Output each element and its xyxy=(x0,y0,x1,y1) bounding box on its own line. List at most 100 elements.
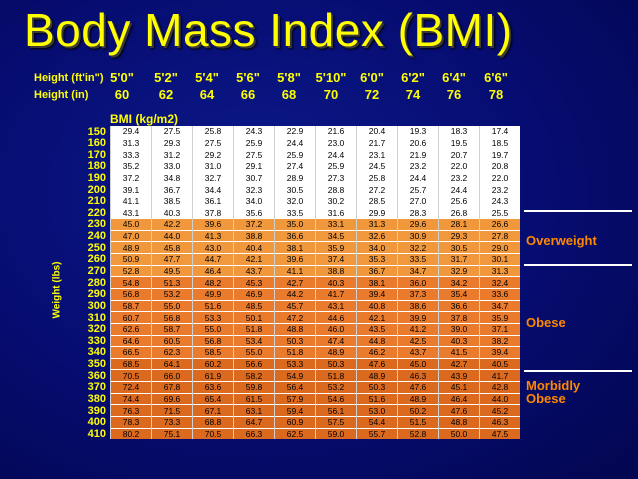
bmi-cell: 39.9 xyxy=(397,311,439,324)
bmi-cell: 50.0 xyxy=(438,427,480,440)
bmi-cell: 39.4 xyxy=(479,346,520,359)
bmi-cell: 56.1 xyxy=(315,404,357,417)
bmi-cell: 45.0 xyxy=(110,218,152,231)
table-row: 390 76.3 71.5 67.1 63.1 59.4 56.1 53.0 50.2 47.6 4… xyxy=(70,404,520,417)
bmi-cell: 31.3 xyxy=(479,264,520,277)
table-row: 270 52.8 49.5 46.4 43.7 41.1 38.8 36.7 34.7 32.9 3… xyxy=(70,264,520,277)
bmi-cell: 22.0 xyxy=(479,171,520,184)
bmi-cell: 57.5 xyxy=(315,416,357,429)
table-row: 410 80.2 75.1 70.5 66.3 62.5 59.0 55.7 52.8 50.0 4… xyxy=(70,427,520,440)
bmi-cell: 39.1 xyxy=(110,183,152,196)
bmi-cell: 58.7 xyxy=(110,299,152,312)
bmi-cell: 41.2 xyxy=(397,322,439,336)
bmi-cell: 54.6 xyxy=(315,392,357,405)
bmi-cell: 70.5 xyxy=(110,369,152,382)
bmi-cell: 54.8 xyxy=(110,276,152,289)
weight-cell: 230 xyxy=(87,218,106,231)
bmi-cell: 43.9 xyxy=(438,369,480,382)
bmi-cell: 27.0 xyxy=(397,194,439,207)
weight-cell: 160 xyxy=(87,136,106,149)
bmi-cell: 45.1 xyxy=(438,381,480,394)
weight-cell: 260 xyxy=(87,253,106,266)
bmi-cell: 41.7 xyxy=(315,287,357,301)
bmi-cell: 43.7 xyxy=(397,346,439,359)
bmi-cell: 46.3 xyxy=(479,416,520,429)
bmi-cell: 28.3 xyxy=(397,206,439,219)
bmi-cell: 24.4 xyxy=(438,183,480,196)
bmi-cell: 53.3 xyxy=(274,357,316,370)
table-row: 150 29.4 27.5 25.8 24.3 22.9 21.6 20.4 19.3 18.3 1… xyxy=(70,126,520,138)
height-ft-header: 5'6" xyxy=(236,70,260,85)
bmi-cell: 55.7 xyxy=(356,427,398,440)
bmi-cell: 60.5 xyxy=(151,334,193,347)
bmi-cell: 34.7 xyxy=(397,264,439,277)
weight-cell: 410 xyxy=(87,427,106,440)
bmi-cell: 27.8 xyxy=(479,229,520,242)
height-ft-header: 6'6" xyxy=(484,70,508,85)
bmi-cell: 66.3 xyxy=(233,427,275,440)
bmi-cell: 30.2 xyxy=(315,194,357,207)
bmi-cell: 24.3 xyxy=(479,194,520,207)
bmi-cell: 47.4 xyxy=(315,334,357,347)
bmi-cell: 17.4 xyxy=(479,126,520,138)
bmi-cell: 43.1 xyxy=(315,299,357,312)
bmi-cell: 43.7 xyxy=(233,264,275,277)
bmi-cell: 46.4 xyxy=(192,264,234,277)
bmi-cell: 21.7 xyxy=(356,136,398,149)
bmi-cell: 45.3 xyxy=(233,276,275,289)
bmi-cell: 25.8 xyxy=(356,171,398,184)
bmi-cell: 47.2 xyxy=(274,311,316,324)
bmi-cell: 72.4 xyxy=(110,381,152,394)
bmi-cell: 37.8 xyxy=(192,206,234,219)
bmi-cell: 29.9 xyxy=(356,206,398,219)
bmi-cell: 62.3 xyxy=(151,346,193,359)
bmi-cell: 48.8 xyxy=(438,416,480,429)
bmi-cell: 66.5 xyxy=(110,346,152,359)
weight-cell: 350 xyxy=(87,358,106,371)
bmi-cell: 25.7 xyxy=(397,183,439,196)
table-row: 260 50.9 47.7 44.7 42.1 39.6 37.4 35.3 33.5 31.7 3… xyxy=(70,253,520,266)
bmi-cell: 42.7 xyxy=(274,276,316,289)
weight-cell: 340 xyxy=(87,346,106,359)
bmi-cell: 42.5 xyxy=(397,334,439,347)
bmi-cell: 47.7 xyxy=(151,253,193,266)
height-in-header: 74 xyxy=(405,87,421,102)
bmi-cell: 25.9 xyxy=(315,159,357,173)
bmi-cell: 28.9 xyxy=(274,171,316,184)
bmi-cell: 26.6 xyxy=(479,218,520,231)
bmi-cell: 45.0 xyxy=(397,357,439,370)
bmi-cell: 45.2 xyxy=(479,404,520,417)
bmi-cell: 30.5 xyxy=(274,183,316,196)
height-in-header: 60 xyxy=(114,87,130,102)
bmi-cell: 60.2 xyxy=(192,357,234,370)
bmi-cell: 61.9 xyxy=(192,369,234,382)
bmi-cell: 74.4 xyxy=(110,392,152,405)
bmi-cell: 23.0 xyxy=(315,136,357,149)
weight-cell: 180 xyxy=(87,160,106,173)
height-in-label: Height (in) xyxy=(34,89,89,101)
bmi-cell: 38.1 xyxy=(274,241,316,254)
bmi-cell: 40.3 xyxy=(315,276,357,289)
bmi-cell: 33.5 xyxy=(397,253,439,266)
bmi-cell: 36.6 xyxy=(438,299,480,312)
bmi-cell: 43.0 xyxy=(192,241,234,254)
bmi-cell: 62.6 xyxy=(110,322,152,336)
bmi-cell: 50.3 xyxy=(356,381,398,394)
bmi-cell: 50.1 xyxy=(233,311,275,324)
bmi-cell: 59.4 xyxy=(274,404,316,417)
bmi-cell: 25.9 xyxy=(274,148,316,161)
bmi-cell: 37.2 xyxy=(110,171,152,184)
weight-cell: 360 xyxy=(87,369,106,382)
bmi-cell: 34.4 xyxy=(192,183,234,196)
bmi-cell: 30.9 xyxy=(397,229,439,242)
height-in-header: 78 xyxy=(488,87,504,102)
bmi-cell: 27.5 xyxy=(151,126,193,138)
bmi-cell: 38.8 xyxy=(233,229,275,242)
bmi-cell: 28.8 xyxy=(315,183,357,196)
bmi-cell: 30.5 xyxy=(438,241,480,254)
weight-cell: 320 xyxy=(87,323,106,336)
bmi-cell: 47.6 xyxy=(356,357,398,370)
bmi-cell: 58.7 xyxy=(151,322,193,336)
bmi-cell: 54.9 xyxy=(274,369,316,382)
bmi-cell: 40.8 xyxy=(356,299,398,312)
